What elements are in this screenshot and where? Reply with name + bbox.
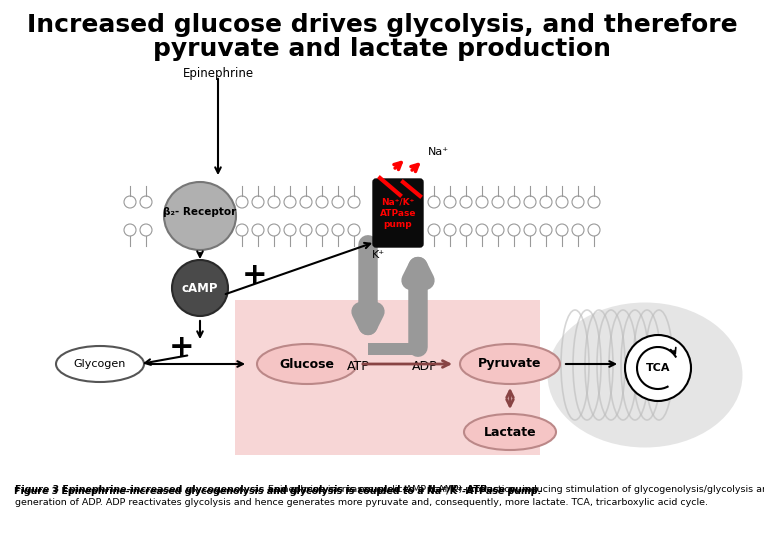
- Text: Glucose: Glucose: [280, 357, 335, 371]
- Bar: [368, 343, 418, 355]
- Ellipse shape: [460, 344, 560, 384]
- Circle shape: [140, 224, 152, 236]
- Ellipse shape: [257, 344, 357, 384]
- Text: ATP: ATP: [347, 360, 369, 373]
- Text: pyruvate and lactate production: pyruvate and lactate production: [153, 37, 611, 61]
- Text: Increased glucose drives glycolysis, and therefore: Increased glucose drives glycolysis, and…: [27, 13, 737, 37]
- Ellipse shape: [56, 346, 144, 382]
- Text: ADP: ADP: [413, 360, 438, 373]
- Text: +: +: [169, 333, 195, 362]
- Text: β₂- Receptor: β₂- Receptor: [163, 207, 237, 217]
- Ellipse shape: [464, 414, 556, 450]
- Text: Na⁺: Na⁺: [428, 147, 449, 157]
- Circle shape: [460, 196, 472, 208]
- Circle shape: [508, 224, 520, 236]
- Circle shape: [492, 224, 504, 236]
- Circle shape: [524, 196, 536, 208]
- Circle shape: [268, 196, 280, 208]
- Circle shape: [316, 196, 328, 208]
- Circle shape: [316, 224, 328, 236]
- Circle shape: [124, 224, 136, 236]
- Circle shape: [428, 196, 440, 208]
- Circle shape: [540, 196, 552, 208]
- Circle shape: [124, 196, 136, 208]
- Circle shape: [268, 224, 280, 236]
- Circle shape: [540, 224, 552, 236]
- Text: +: +: [242, 260, 268, 290]
- Text: K⁺: K⁺: [371, 250, 384, 260]
- Text: cAMP: cAMP: [182, 282, 219, 295]
- Circle shape: [492, 196, 504, 208]
- Circle shape: [172, 260, 228, 316]
- FancyBboxPatch shape: [373, 179, 423, 247]
- Circle shape: [348, 224, 360, 236]
- Circle shape: [588, 224, 600, 236]
- Circle shape: [252, 196, 264, 208]
- Text: TCA: TCA: [646, 363, 670, 373]
- Circle shape: [460, 224, 472, 236]
- Circle shape: [524, 224, 536, 236]
- Circle shape: [476, 196, 488, 208]
- Text: Na⁺/K⁺
ATPase
pump: Na⁺/K⁺ ATPase pump: [380, 197, 416, 228]
- Circle shape: [332, 224, 344, 236]
- Bar: [235, 300, 540, 455]
- Text: Figure 3 Epinephrine-increased glycogenolysis and glycolysis is coupled to a Na⁺: Figure 3 Epinephrine-increased glycogeno…: [15, 485, 542, 494]
- Circle shape: [300, 196, 312, 208]
- Circle shape: [508, 196, 520, 208]
- Circle shape: [252, 224, 264, 236]
- Circle shape: [444, 224, 456, 236]
- Text: Epinephrine: Epinephrine: [183, 67, 254, 80]
- Circle shape: [284, 224, 296, 236]
- Circle shape: [284, 196, 296, 208]
- Text: Figure 3 Epinephrine-increased glycogenolysis and glycolysis is coupled to a Na⁺: Figure 3 Epinephrine-increased glycogeno…: [14, 487, 541, 496]
- Circle shape: [236, 196, 248, 208]
- Ellipse shape: [164, 182, 236, 250]
- Circle shape: [572, 224, 584, 236]
- Circle shape: [625, 335, 691, 401]
- Text: Lactate: Lactate: [484, 426, 536, 438]
- Circle shape: [476, 224, 488, 236]
- Ellipse shape: [548, 302, 743, 447]
- Circle shape: [348, 196, 360, 208]
- Text: generation of ADP. ADP reactivates glycolysis and hence generates more pyruvate : generation of ADP. ADP reactivates glyco…: [15, 498, 708, 507]
- Circle shape: [588, 196, 600, 208]
- Text: Glycogen: Glycogen: [74, 359, 126, 369]
- Text: Pyruvate: Pyruvate: [478, 357, 542, 371]
- Text: Epinephrine increases cyclic AMP (cAMP) production, inducing stimulation of glyc: Epinephrine increases cyclic AMP (cAMP) …: [265, 485, 764, 494]
- Circle shape: [236, 224, 248, 236]
- Circle shape: [428, 224, 440, 236]
- Circle shape: [300, 224, 312, 236]
- Circle shape: [140, 196, 152, 208]
- Circle shape: [332, 196, 344, 208]
- Circle shape: [556, 196, 568, 208]
- Circle shape: [444, 196, 456, 208]
- Circle shape: [572, 196, 584, 208]
- Circle shape: [556, 224, 568, 236]
